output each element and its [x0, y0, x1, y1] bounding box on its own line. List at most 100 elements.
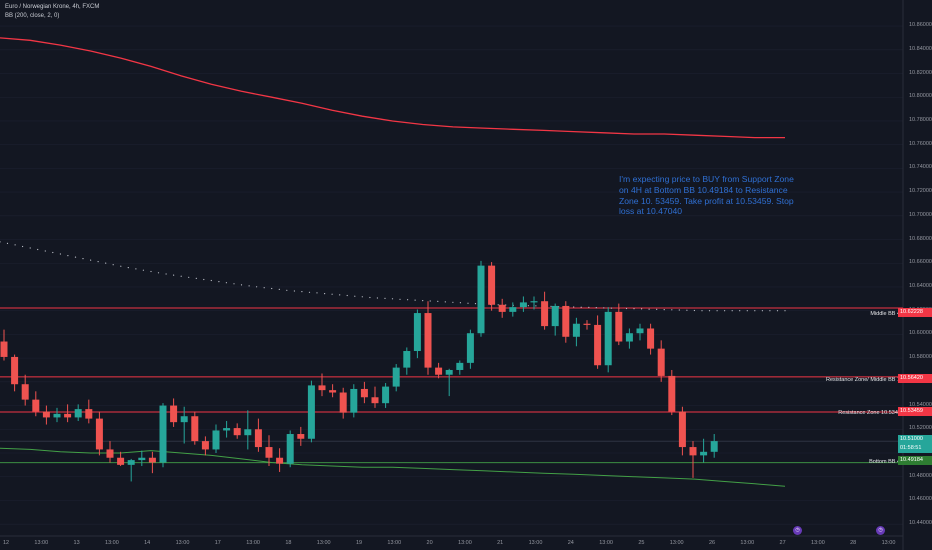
candle-body — [678, 411, 686, 448]
middle-bb-dot — [739, 310, 741, 312]
trade-idea-note: I'm expecting price to BUY from Support … — [619, 174, 794, 217]
candle-body — [498, 304, 506, 312]
middle-bb-dot — [361, 296, 363, 298]
candle-body — [541, 301, 549, 327]
candle-body — [625, 333, 633, 342]
middle-bb-dot — [82, 258, 84, 260]
price-tick-label: 10.58000 — [909, 354, 932, 361]
middle-bb-dot — [678, 309, 680, 311]
candle-body — [117, 457, 125, 465]
candle-body — [244, 429, 252, 436]
event-marker-icon-2[interactable]: ◷ — [876, 526, 885, 535]
candle-body — [689, 447, 697, 456]
candle-body — [95, 418, 103, 450]
chart-title[interactable]: Euro / Norwegian Krone, 4h, FXCM — [5, 4, 100, 10]
middle-bb-dot — [716, 310, 718, 312]
price-label-resistance: 10.53459 — [898, 407, 932, 416]
candle-body — [307, 385, 315, 439]
candle-body — [435, 367, 443, 375]
middle-bb-dot — [610, 307, 613, 309]
candle-body — [276, 457, 284, 464]
middle-bb-dot — [271, 287, 273, 290]
middle-bb-dot — [625, 307, 628, 310]
price-label-last: 10.51000 — [898, 435, 932, 444]
middle-bb-dot — [663, 309, 665, 311]
candle-body — [488, 265, 496, 305]
middle-bb-dot — [142, 269, 144, 271]
candle-body — [223, 428, 231, 431]
middle-bb-dot — [52, 251, 54, 254]
middle-bb-dot — [225, 282, 227, 284]
middle-bb-dot — [6, 242, 9, 244]
resistance-middle-bb-1h-label: Resistance Zone/ Middle BB 1H — [826, 377, 904, 383]
middle-bb-dot — [97, 261, 99, 263]
time-tick-label: 27 — [779, 540, 786, 546]
middle-bb-4h-label: Middle BB 4H — [870, 311, 904, 317]
price-tick-label: 10.76000 — [909, 140, 932, 147]
bar-countdown: 01:58:51 — [898, 444, 932, 453]
middle-bb-dot — [595, 307, 597, 309]
candle-body — [583, 323, 591, 325]
price-tick-label: 10.74000 — [909, 164, 932, 171]
candle-body — [530, 301, 538, 303]
event-marker-icon[interactable]: ◷ — [793, 526, 802, 535]
middle-bb-dot — [120, 265, 122, 267]
middle-bb-dot — [376, 297, 378, 299]
candle-body — [233, 428, 241, 436]
middle-bb-dot — [240, 284, 243, 286]
candle-body — [657, 348, 665, 376]
lower-bb-line — [0, 447, 786, 487]
candle-body — [339, 392, 347, 413]
candle-body — [64, 413, 72, 418]
candle-body — [138, 457, 146, 461]
middle-bb-dot — [422, 300, 424, 302]
time-tick-label: 20 — [426, 540, 433, 546]
middle-bb-dot — [369, 296, 371, 299]
candle-body — [382, 386, 390, 404]
middle-bb-dot — [210, 279, 212, 282]
price-tick-label: 10.84000 — [909, 45, 932, 52]
candle-body — [456, 362, 464, 370]
middle-bb-dot — [459, 302, 461, 304]
candle-body — [413, 313, 421, 352]
middle-bb-dot — [105, 262, 107, 264]
middle-bb-dot — [354, 295, 356, 297]
candle-body — [604, 311, 612, 366]
time-tick-label: 13:00 — [246, 540, 260, 546]
middle-bb-dot — [724, 310, 726, 312]
price-tick-label: 10.70000 — [909, 211, 932, 218]
middle-bb-dot — [74, 256, 77, 258]
middle-bb-dot — [278, 288, 280, 290]
candle-body — [0, 341, 8, 357]
time-tick-label: 13:00 — [528, 540, 543, 546]
middle-bb-dot — [44, 250, 46, 252]
time-tick-label: 13 — [73, 540, 80, 546]
candle-body — [159, 405, 167, 463]
candle-body — [403, 351, 411, 368]
middle-bb-dot — [754, 310, 756, 312]
middle-bb-dot — [248, 285, 250, 287]
candle-body — [477, 265, 485, 334]
price-tick-label: 10.86000 — [909, 22, 932, 29]
middle-bb-dot — [112, 264, 114, 266]
time-tick-label: 13:00 — [811, 540, 825, 546]
middle-bb-dot — [686, 309, 688, 311]
candle-body — [392, 367, 400, 387]
middle-bb-dot — [776, 310, 779, 312]
price-tick-label: 10.64000 — [909, 282, 932, 289]
middle-bb-dot — [761, 310, 764, 312]
time-tick-label: 25 — [638, 540, 645, 546]
middle-bb-dot — [188, 276, 190, 278]
middle-bb-dot — [180, 275, 182, 277]
candle-body — [201, 441, 209, 450]
candle-body — [360, 388, 368, 398]
middle-bb-dot — [203, 278, 205, 281]
time-tick-label: 13:00 — [599, 540, 613, 546]
middle-bb-dot — [293, 290, 295, 292]
middle-bb-dot — [263, 287, 265, 289]
candle-body — [710, 441, 718, 452]
indicator-legend[interactable]: BB (200, close, 2, 0) — [5, 13, 60, 19]
middle-bb-dot — [414, 299, 416, 301]
